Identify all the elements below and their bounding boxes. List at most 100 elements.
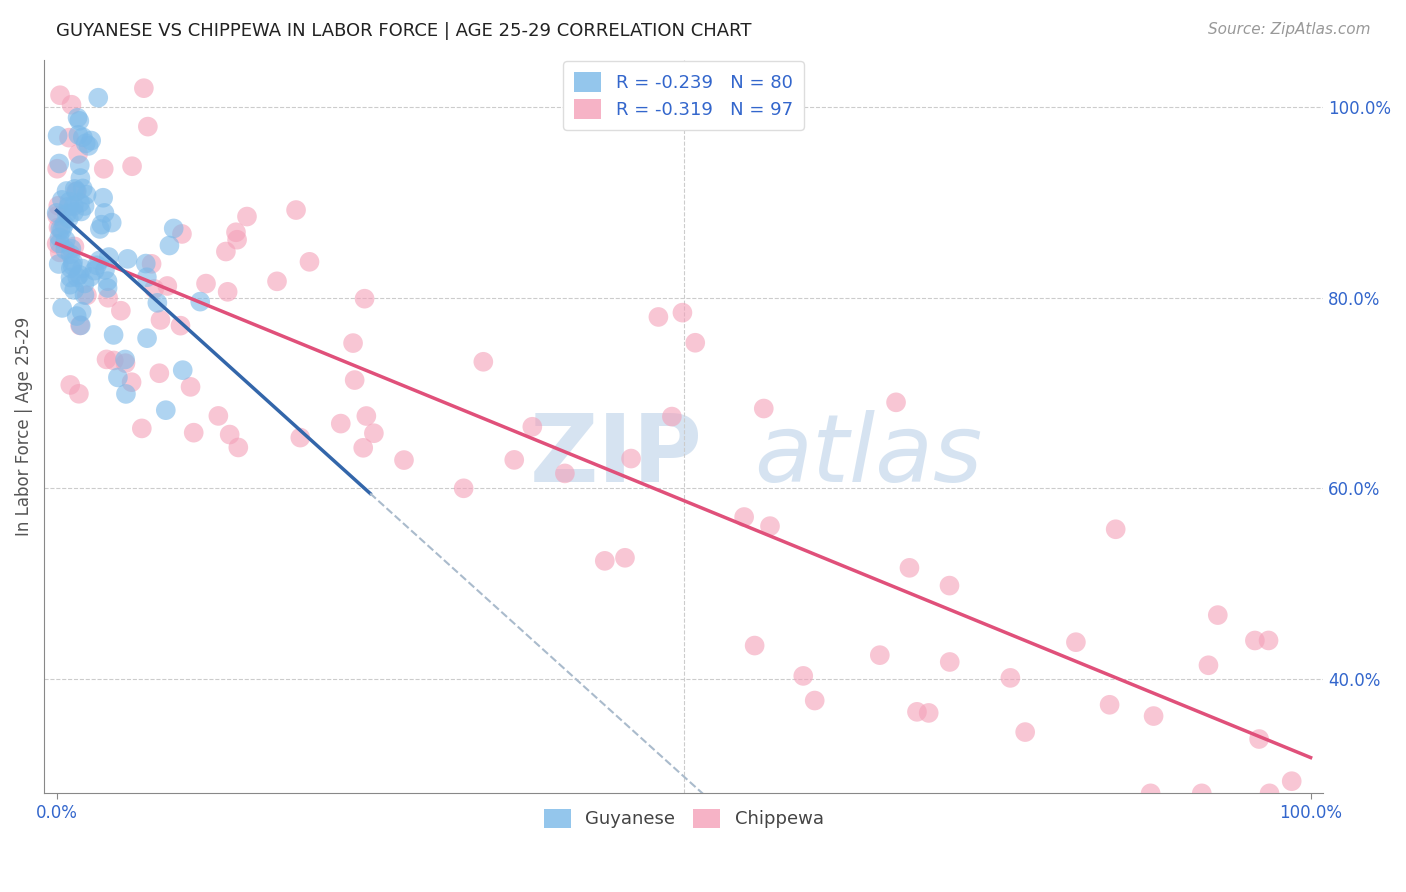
Point [58,211,80,226]
Point [80,134,103,148]
Point [73,288,96,302]
Point [66,309,89,323]
Point [46,128,69,143]
Point [53,243,76,257]
Point [86,258,108,272]
Point [1244,633,1267,648]
Point [69,318,91,333]
Point [103,353,125,368]
Point [107,370,129,384]
Point [96,274,118,288]
Point [67,147,90,161]
Point [356,409,378,423]
Point [226,233,249,247]
Point [183,425,205,440]
Y-axis label: In Labor Force | Age 25-29: In Labor Force | Age 25-29 [15,317,32,536]
Point [884,395,907,409]
Point [69,318,91,333]
Point [522,419,544,434]
Point [48,230,70,244]
Legend: Guyanese, Chippewa: Guyanese, Chippewa [536,801,831,836]
Point [97,291,120,305]
Point [46,199,69,213]
Point [73,199,96,213]
Point [67,386,90,401]
Point [63,182,86,196]
Point [226,441,249,455]
Point [1105,522,1128,536]
Point [195,277,218,291]
Point [131,421,153,435]
Point [217,285,239,299]
Point [939,655,962,669]
Point [683,335,706,350]
Point [752,401,775,416]
Point [266,274,288,288]
Point [69,158,91,172]
Point [67,268,90,282]
Point [63,283,86,297]
Point [733,510,755,524]
Point [70,304,93,318]
Point [1139,786,1161,800]
Point [163,221,186,235]
Point [62,255,84,269]
Point [298,255,321,269]
Point [49,222,72,236]
Point [83,263,105,277]
Point [114,352,136,367]
Point [100,216,122,230]
Point [53,218,76,232]
Point [172,363,194,377]
Point [66,111,89,125]
Point [1249,731,1271,746]
Point [63,205,86,219]
Point [1258,786,1281,800]
Point [97,281,120,295]
Point [60,97,83,112]
Point [363,426,385,441]
Point [59,270,82,285]
Point [73,277,96,291]
Point [156,279,179,293]
Point [62,199,84,213]
Point [472,355,495,369]
Point [121,375,143,389]
Point [49,88,72,103]
Point [1206,608,1229,623]
Point [70,261,93,276]
Point [136,120,159,134]
Point [352,441,374,455]
Point [55,184,77,198]
Point [67,113,90,128]
Point [48,220,70,235]
Point [135,270,157,285]
Point [938,578,960,592]
Point [792,669,814,683]
Point [155,403,177,417]
Text: Source: ZipAtlas.com: Source: ZipAtlas.com [1208,22,1371,37]
Point [290,431,312,445]
Point [141,257,163,271]
Point [66,185,89,199]
Point [180,380,202,394]
Point [60,242,83,256]
Point [207,409,229,423]
Point [143,282,166,296]
Point [79,269,101,284]
Point [97,250,120,264]
Point [59,247,82,261]
Point [51,301,73,315]
Point [48,236,70,251]
Point [159,238,181,252]
Point [285,202,308,217]
Point [69,171,91,186]
Point [1064,635,1087,649]
Point [55,207,77,221]
Point [115,387,138,401]
Point [503,453,526,467]
Point [620,451,643,466]
Point [87,91,110,105]
Point [89,253,111,268]
Point [51,223,73,237]
